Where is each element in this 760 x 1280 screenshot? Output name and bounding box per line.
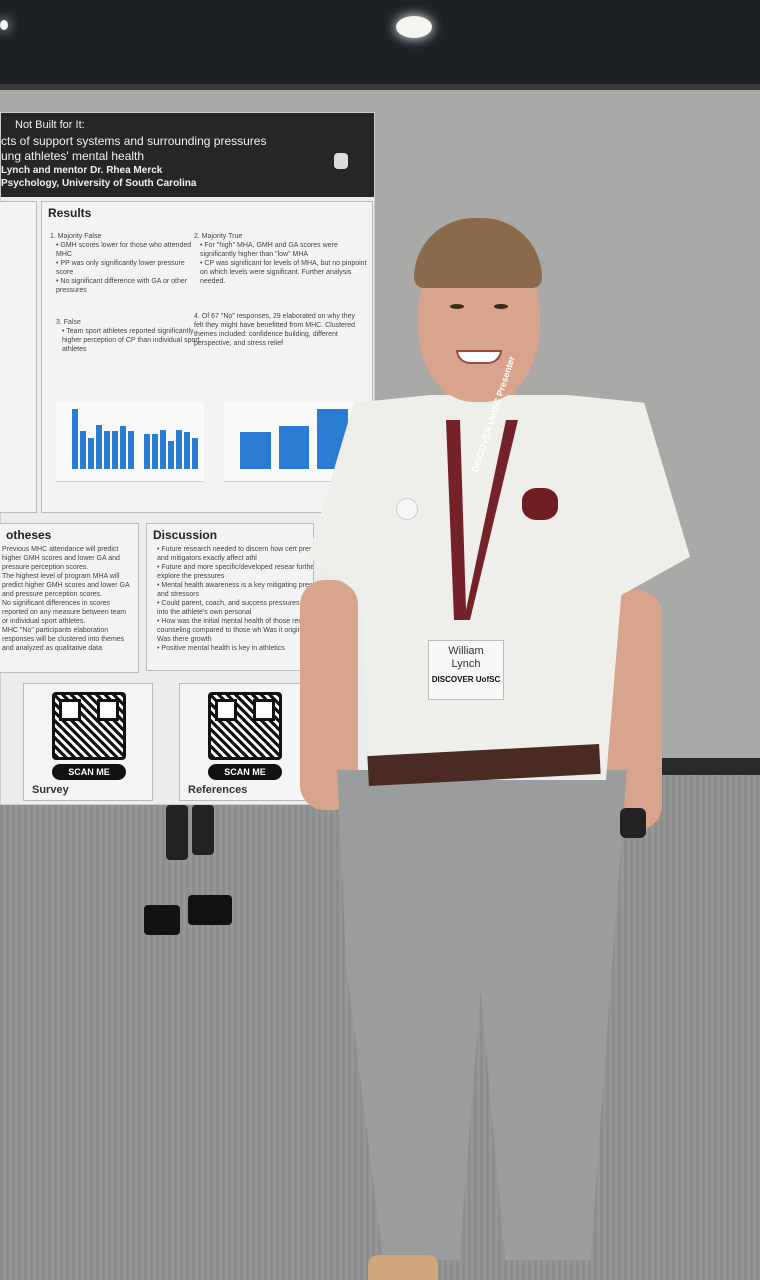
result-1-title: 1. Majority False	[50, 233, 102, 240]
discussion-panel: Discussion Future research needed to dis…	[146, 523, 314, 671]
hypothesis-item: The highest level of program MHA will pr…	[2, 573, 130, 598]
poster-title: ung athletes' mental health	[1, 149, 145, 163]
result-item: For "high" MHA, GMH and GA scores were s…	[200, 241, 369, 259]
lanyard	[446, 420, 518, 620]
survey-qr-box: SCAN ME Survey	[23, 683, 153, 801]
hypothesis-item: No significant differences in scores rep…	[2, 600, 127, 625]
qr-label: References	[188, 784, 248, 796]
results-bar-chart-1	[56, 402, 204, 482]
background-person-legs	[140, 805, 232, 945]
qr-code-icon[interactable]	[208, 692, 282, 760]
gamecock-logo-icon	[522, 488, 558, 520]
discussion-item: How was the initial mental health of tho…	[157, 617, 313, 644]
discussion-heading: Discussion	[153, 528, 218, 542]
poster-title: cts of support systems and surrounding p…	[1, 134, 267, 148]
hypothesis-item: Previous MHC attendance will predict hig…	[2, 546, 120, 571]
discussion-item: Positive mental health is key in athleti…	[157, 644, 313, 653]
scan-me-label: SCAN ME	[208, 764, 282, 780]
discussion-item: Future research needed to discern how ce…	[157, 545, 313, 563]
qr-code-icon[interactable]	[52, 692, 126, 760]
poster-affiliation: Psychology, University of South Carolina	[1, 178, 197, 189]
discussion-item: Mental health awareness is a key mitigat…	[157, 581, 313, 599]
ceiling	[0, 0, 760, 90]
badge-org: DISCOVER UofSC	[431, 675, 501, 684]
ceiling-light	[396, 16, 432, 38]
discussion-item: Future and more specific/developed resea…	[157, 563, 313, 581]
palmetto-seal-icon	[334, 153, 348, 169]
hypothesis-item: MHC "No" participants elaboration respon…	[2, 627, 125, 652]
qr-label: Survey	[32, 784, 69, 796]
result-item: CP was significant for levels of MHA, bu…	[200, 259, 369, 286]
university-logo	[313, 153, 369, 171]
discussion-item: Could parent, coach, and success pressur…	[157, 599, 313, 617]
pin-button	[396, 498, 418, 520]
results-bar-chart-2	[224, 402, 354, 482]
poster-title: Not Built for It:	[15, 119, 85, 131]
result-item: No significant difference with GA or oth…	[56, 277, 200, 295]
poster-authors: Lynch and mentor Dr. Rhea Merck	[1, 165, 163, 176]
scan-me-label: SCAN ME	[52, 764, 126, 780]
result-4-text: 4. Of 67 "No" responses, 29 elaborated o…	[194, 313, 356, 347]
hypotheses-panel: otheses Previous MHC attendance will pre…	[0, 523, 139, 673]
result-2-title: 2. Majority True	[194, 233, 243, 240]
result-item: PP was only significantly lower pressure…	[56, 259, 200, 277]
left-partial-panel	[0, 201, 37, 513]
references-qr-box: SCAN ME References	[179, 683, 309, 801]
poster-header: Not Built for It: cts of support systems…	[1, 113, 374, 197]
ceiling-light	[0, 20, 8, 30]
badge-first-name: William	[448, 645, 484, 657]
name-badge: William Lynch DISCOVER UofSC	[428, 640, 504, 700]
result-item: Team sport athletes reported significant…	[62, 327, 206, 354]
hypotheses-heading: otheses	[6, 528, 52, 542]
result-3-title: 3. False	[56, 319, 81, 326]
badge-last-name: Lynch	[451, 658, 481, 670]
shoe	[368, 1255, 438, 1280]
results-heading: Results	[48, 206, 92, 220]
results-panel: Results 1. Majority False GMH scores low…	[41, 201, 373, 513]
result-item: GMH scores lower for those who attended …	[56, 241, 200, 259]
wristwatch	[620, 808, 646, 838]
